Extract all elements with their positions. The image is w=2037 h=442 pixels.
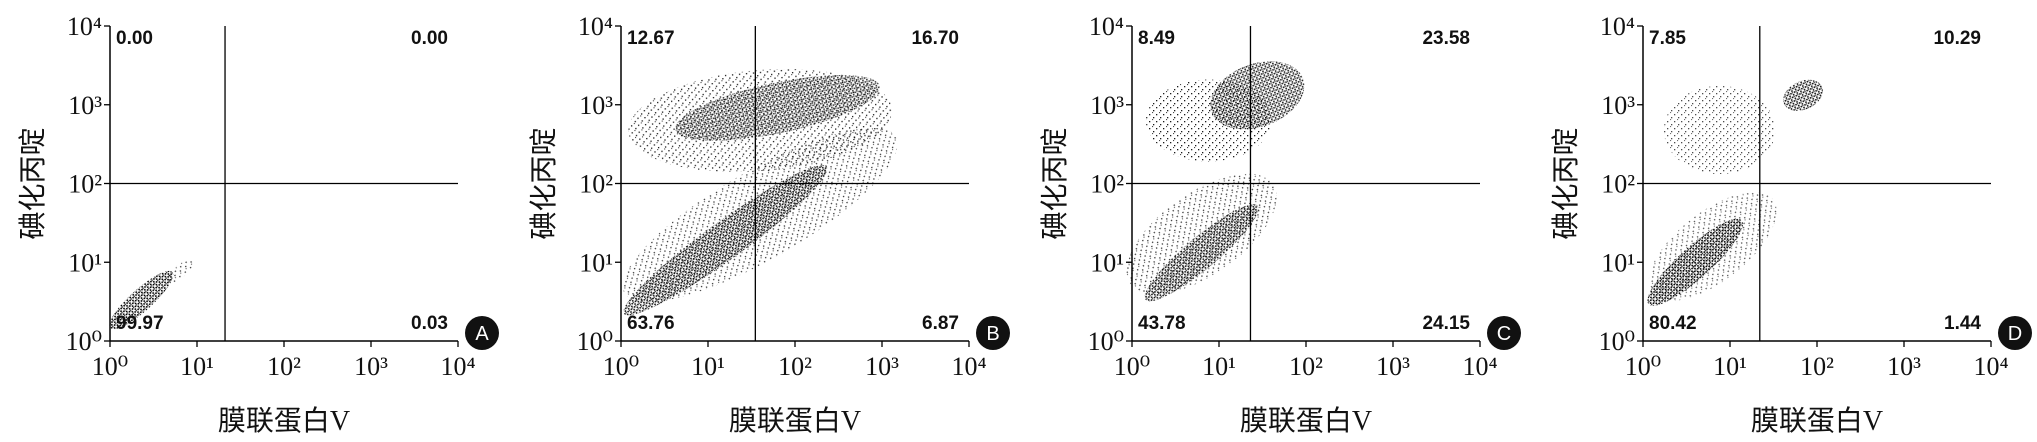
quadrant-percent: 80.42 <box>1649 313 1697 334</box>
event-cloud <box>1126 173 1277 295</box>
y-tick-label: 10¹ <box>579 248 613 277</box>
y-tick-label: 10² <box>579 170 613 199</box>
y-tick-label: 10⁰ <box>1599 327 1635 356</box>
y-axis-title: 碘化丙啶 <box>1550 127 1582 239</box>
x-tick-label: 10¹ <box>1713 352 1747 381</box>
event-cloud <box>109 270 174 330</box>
x-axis-title: 膜联蛋白V <box>1240 405 1372 437</box>
x-tick-label: 10² <box>267 352 301 381</box>
quadrant-percent: 10.29 <box>1933 28 1981 49</box>
x-axis-title: 膜联蛋白V <box>218 405 350 437</box>
x-tick-label: 10² <box>1289 352 1323 381</box>
y-tick-label: 10⁴ <box>1600 12 1635 41</box>
y-axis-title: 碘化丙啶 <box>1039 127 1071 239</box>
quadrant-percent: 99.97 <box>116 313 164 334</box>
x-tick-label: 10⁴ <box>951 352 986 381</box>
y-tick-label: 10⁰ <box>1088 327 1124 356</box>
x-tick-label: 10⁰ <box>1114 352 1150 381</box>
panel: 10⁰ 10¹ 10² 10³ 10⁴ 10⁰ 10¹ 10² 10³ 10⁴ 12.67 16.70… <box>528 12 1010 437</box>
y-tick-label: 10³ <box>579 91 613 120</box>
y-tick-label: 10³ <box>1090 91 1124 120</box>
quadrant-percent: 43.78 <box>1138 313 1186 334</box>
x-axis-title: 膜联蛋白V <box>1751 405 1883 437</box>
x-tick-label: 10² <box>1800 352 1834 381</box>
x-tick-label: 10⁰ <box>603 352 639 381</box>
panel: 10⁰ 10¹ 10² 10³ 10⁴ 10⁰ 10¹ 10² 10³ 10⁴ 0.00 0.00 99… <box>17 12 499 437</box>
quadrant-percent: 0.00 <box>116 28 153 49</box>
x-axis-title: 膜联蛋白V <box>729 405 861 437</box>
quadrant-percent: 0.00 <box>411 28 448 49</box>
x-tick-label: 10¹ <box>691 352 725 381</box>
y-tick-label: 10¹ <box>1090 248 1124 277</box>
y-tick-label: 10² <box>68 170 102 199</box>
y-tick-label: 10³ <box>1601 91 1635 120</box>
x-tick-label: 10³ <box>354 352 388 381</box>
panel-label: B <box>986 323 999 345</box>
y-tick-label: 10⁴ <box>578 12 613 41</box>
y-axis-title: 碘化丙啶 <box>528 127 560 239</box>
panel-badge <box>976 316 1010 350</box>
x-tick-label: 10¹ <box>180 352 214 381</box>
panel-badge <box>1998 316 2032 350</box>
x-tick-label: 10⁴ <box>440 352 475 381</box>
x-tick-label: 10⁴ <box>1973 352 2008 381</box>
y-tick-label: 10² <box>1090 170 1124 199</box>
y-tick-label: 10¹ <box>68 248 102 277</box>
y-axis-title: 碘化丙啶 <box>17 127 49 239</box>
quadrant-percent: 7.85 <box>1649 28 1686 49</box>
y-tick-label: 10⁴ <box>1089 12 1124 41</box>
x-tick-label: 10¹ <box>1202 352 1236 381</box>
quadrant-percent: 24.15 <box>1422 313 1470 334</box>
event-cloud <box>1783 79 1823 111</box>
panel: 10⁰ 10¹ 10² 10³ 10⁴ 10⁰ 10¹ 10² 10³ 10⁴ 8.49 23.58 4… <box>1039 12 1521 437</box>
y-tick-label: 10⁰ <box>66 327 102 356</box>
x-tick-label: 10³ <box>865 352 899 381</box>
panel-label: C <box>1497 323 1511 345</box>
event-cloud <box>1663 85 1776 175</box>
event-cloud <box>628 68 893 173</box>
panel-badge <box>465 316 499 350</box>
y-tick-label: 10⁰ <box>577 327 613 356</box>
event-cloud <box>622 127 898 303</box>
y-tick-label: 10² <box>1601 170 1635 199</box>
x-tick-label: 10⁰ <box>92 352 128 381</box>
quadrant-percent: 23.58 <box>1422 28 1470 49</box>
x-tick-label: 10⁰ <box>1625 352 1661 381</box>
quadrant-percent: 16.70 <box>911 28 959 49</box>
quadrant-percent: 63.76 <box>627 313 675 334</box>
panel: 10⁰ 10¹ 10² 10³ 10⁴ 10⁰ 10¹ 10² 10³ 10⁴ 7.85 10.29 8… <box>1550 12 2032 437</box>
x-tick-label: 10³ <box>1376 352 1410 381</box>
event-cloud <box>1648 192 1777 301</box>
quadrant-percent: 12.67 <box>627 28 675 49</box>
y-tick-label: 10⁴ <box>67 12 102 41</box>
x-tick-label: 10⁴ <box>1462 352 1497 381</box>
x-tick-label: 10³ <box>1887 352 1921 381</box>
event-cloud <box>165 259 194 284</box>
y-tick-label: 10³ <box>68 91 102 120</box>
panel-label: A <box>475 323 489 345</box>
quadrant-percent: 0.03 <box>411 313 448 334</box>
y-tick-label: 10¹ <box>1601 248 1635 277</box>
quadrant-percent: 1.44 <box>1944 313 1981 334</box>
quadrant-percent: 6.87 <box>922 313 959 334</box>
panel-label: D <box>2008 323 2022 345</box>
quadrant-percent: 8.49 <box>1138 28 1175 49</box>
panel-badge <box>1487 316 1521 350</box>
event-cloud <box>1145 79 1272 162</box>
x-tick-label: 10² <box>778 352 812 381</box>
